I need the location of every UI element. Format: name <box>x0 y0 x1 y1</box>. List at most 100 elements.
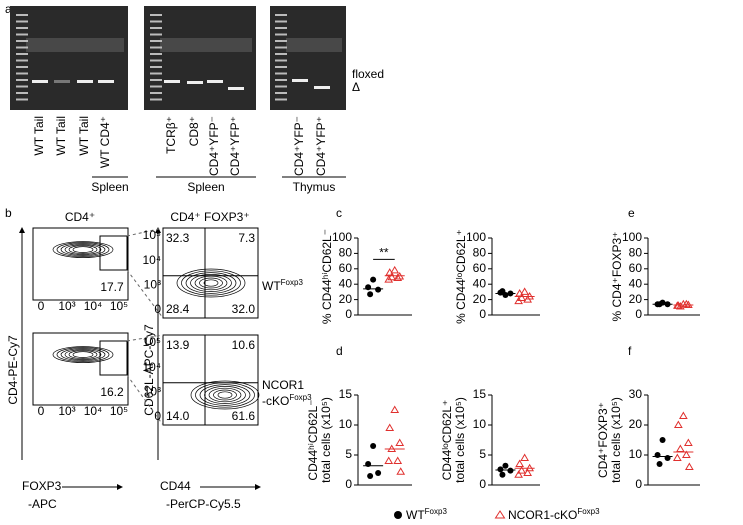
flow-tick: 10³ <box>144 385 161 399</box>
panel-letter: f <box>628 344 632 358</box>
flow-plot <box>32 227 129 301</box>
contour <box>190 380 260 410</box>
ladder-band <box>150 66 162 68</box>
y-tick-label: 40 <box>473 276 487 290</box>
y-tick-label: 15 <box>473 387 487 401</box>
ladder-band <box>275 53 287 55</box>
y-tick-label: 100 <box>622 230 642 244</box>
significance-label: ** <box>379 246 389 260</box>
dot <box>375 286 382 293</box>
flow-plot <box>162 227 259 319</box>
y-tick-label: 20 <box>339 292 353 306</box>
ladder-band <box>150 59 162 62</box>
y-tick-label: 10 <box>339 417 353 431</box>
row-label: -cKOFoxp3 <box>262 393 312 408</box>
ladder-band <box>150 40 162 42</box>
dot <box>664 301 671 308</box>
triangle <box>514 470 524 478</box>
panel-letter: a <box>5 2 12 16</box>
y-axis-label: total cells (x10⁵) <box>609 397 623 483</box>
triangle <box>520 287 530 295</box>
ladder-band <box>16 27 28 29</box>
group-label: Thymus <box>293 180 336 194</box>
triangle <box>681 450 691 458</box>
row-label-main: -cKO <box>262 394 289 408</box>
gel-band <box>228 87 244 90</box>
contour <box>60 243 106 256</box>
gate-link <box>126 269 164 319</box>
triangle <box>393 273 403 282</box>
triangle <box>675 444 685 452</box>
panel-letter: e <box>628 206 635 220</box>
y-axis-label: CD4⁺FOXP3⁺ <box>596 402 610 478</box>
ladder-band <box>150 92 162 94</box>
dot <box>497 466 504 473</box>
y-tick-label: 5 <box>345 447 352 461</box>
triangle <box>385 423 395 431</box>
dot <box>656 461 663 467</box>
gel-band <box>32 80 48 83</box>
ladder-band <box>275 20 287 23</box>
gel-band <box>54 80 70 83</box>
ladder-band <box>16 66 28 68</box>
gate-value: 16.2 <box>100 385 124 399</box>
flow-tick: 0 <box>38 404 45 418</box>
triangle <box>684 462 694 470</box>
y-tick-label: 20 <box>473 292 487 306</box>
contour <box>52 241 114 258</box>
y-tick-label: 0 <box>345 307 352 321</box>
triangle <box>390 265 400 274</box>
flow-tick: 10⁵ <box>110 404 128 418</box>
flow-tick: 0 <box>38 299 45 313</box>
gate-value: 17.7 <box>100 280 124 294</box>
gate-link <box>126 334 164 342</box>
flow-tick: 10⁴ <box>142 360 161 374</box>
y-tick-label: 30 <box>629 387 643 401</box>
dot <box>365 284 372 291</box>
lane-label: TCRβ⁺ <box>164 116 178 154</box>
flow-tick: 10³ <box>58 299 75 313</box>
triangle <box>384 456 394 464</box>
contour <box>56 347 110 362</box>
flow-xlabel: FOXP3 <box>22 479 62 493</box>
legend-label-sup: Foxp3 <box>577 507 600 516</box>
panel-letter: b <box>5 206 12 220</box>
contour <box>208 387 242 403</box>
ladder-band <box>275 14 287 16</box>
quadrant-value: 32.3 <box>166 231 190 245</box>
dot <box>659 437 666 443</box>
dot <box>499 288 506 295</box>
gel-band <box>292 79 308 82</box>
contour <box>68 350 98 359</box>
quadrant-value: 7.3 <box>238 231 255 245</box>
y-axis-label: CD44ˡᵒCD62L⁺ <box>440 400 454 481</box>
lane-label: CD4⁺YFP⁻ <box>292 116 306 176</box>
contour <box>217 391 233 399</box>
flow-title: CD4⁺ FOXP3⁺ <box>170 210 249 224</box>
flow-title: CD4⁺ <box>65 210 95 224</box>
triangle <box>525 463 535 472</box>
flow-tick: 10⁴ <box>84 404 103 418</box>
contour <box>185 272 237 294</box>
ladder-band <box>16 46 28 49</box>
gel-glow <box>26 38 124 52</box>
y-tick-label: 40 <box>629 276 643 290</box>
y-tick-label: 10 <box>473 417 487 431</box>
dot <box>499 471 506 478</box>
legend-label: NCOR1-cKOFoxp3 <box>508 507 600 522</box>
triangle <box>672 453 682 461</box>
contour <box>64 244 102 255</box>
gel-band <box>77 80 93 83</box>
ladder-band <box>16 59 28 62</box>
contour <box>199 384 251 406</box>
lane-label: WT CD4⁺ <box>98 116 112 168</box>
ladder-band <box>150 46 162 49</box>
ladder-band <box>16 53 28 55</box>
row-label-sup: Foxp3 <box>281 278 304 287</box>
y-tick-label: 60 <box>339 261 353 275</box>
lane-label: WT Tail <box>54 116 68 156</box>
contour <box>213 389 237 401</box>
group-label: Spleen <box>187 180 224 194</box>
y-tick-label: 100 <box>332 230 352 244</box>
lane-label: CD4⁺YFP⁺ <box>314 116 328 176</box>
